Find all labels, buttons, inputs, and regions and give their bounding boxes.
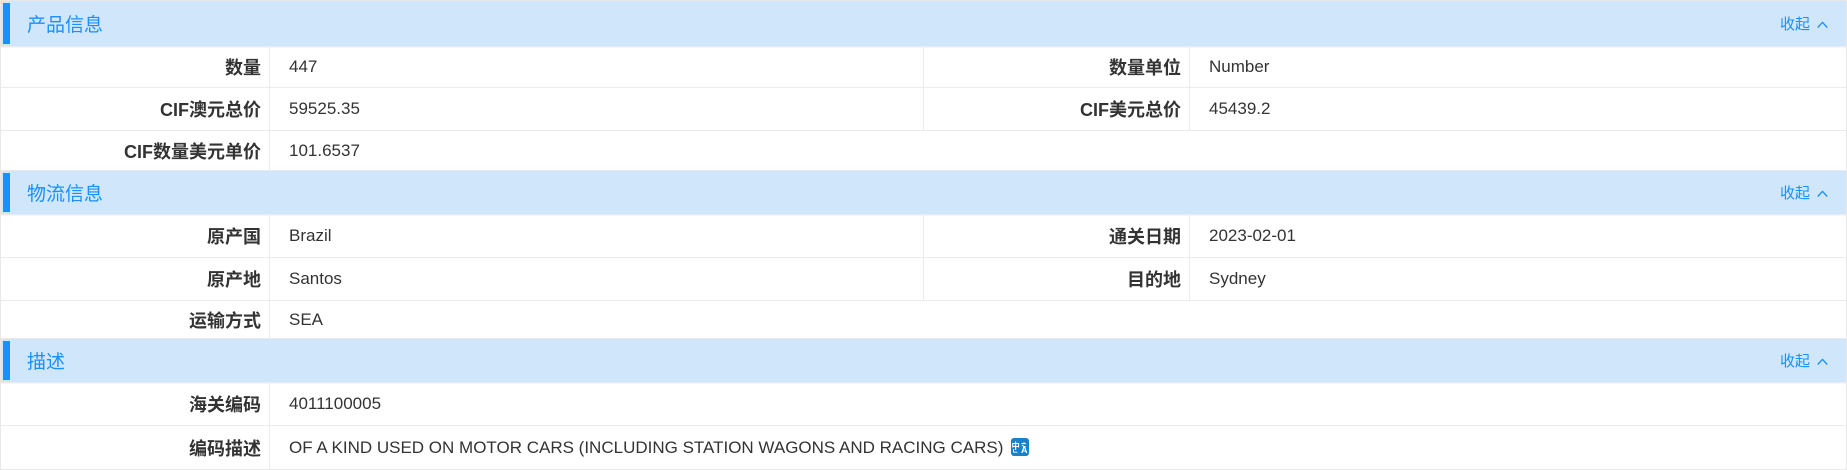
svg-text:A: A bbox=[1021, 445, 1028, 455]
svg-text:中: 中 bbox=[1012, 440, 1020, 452]
